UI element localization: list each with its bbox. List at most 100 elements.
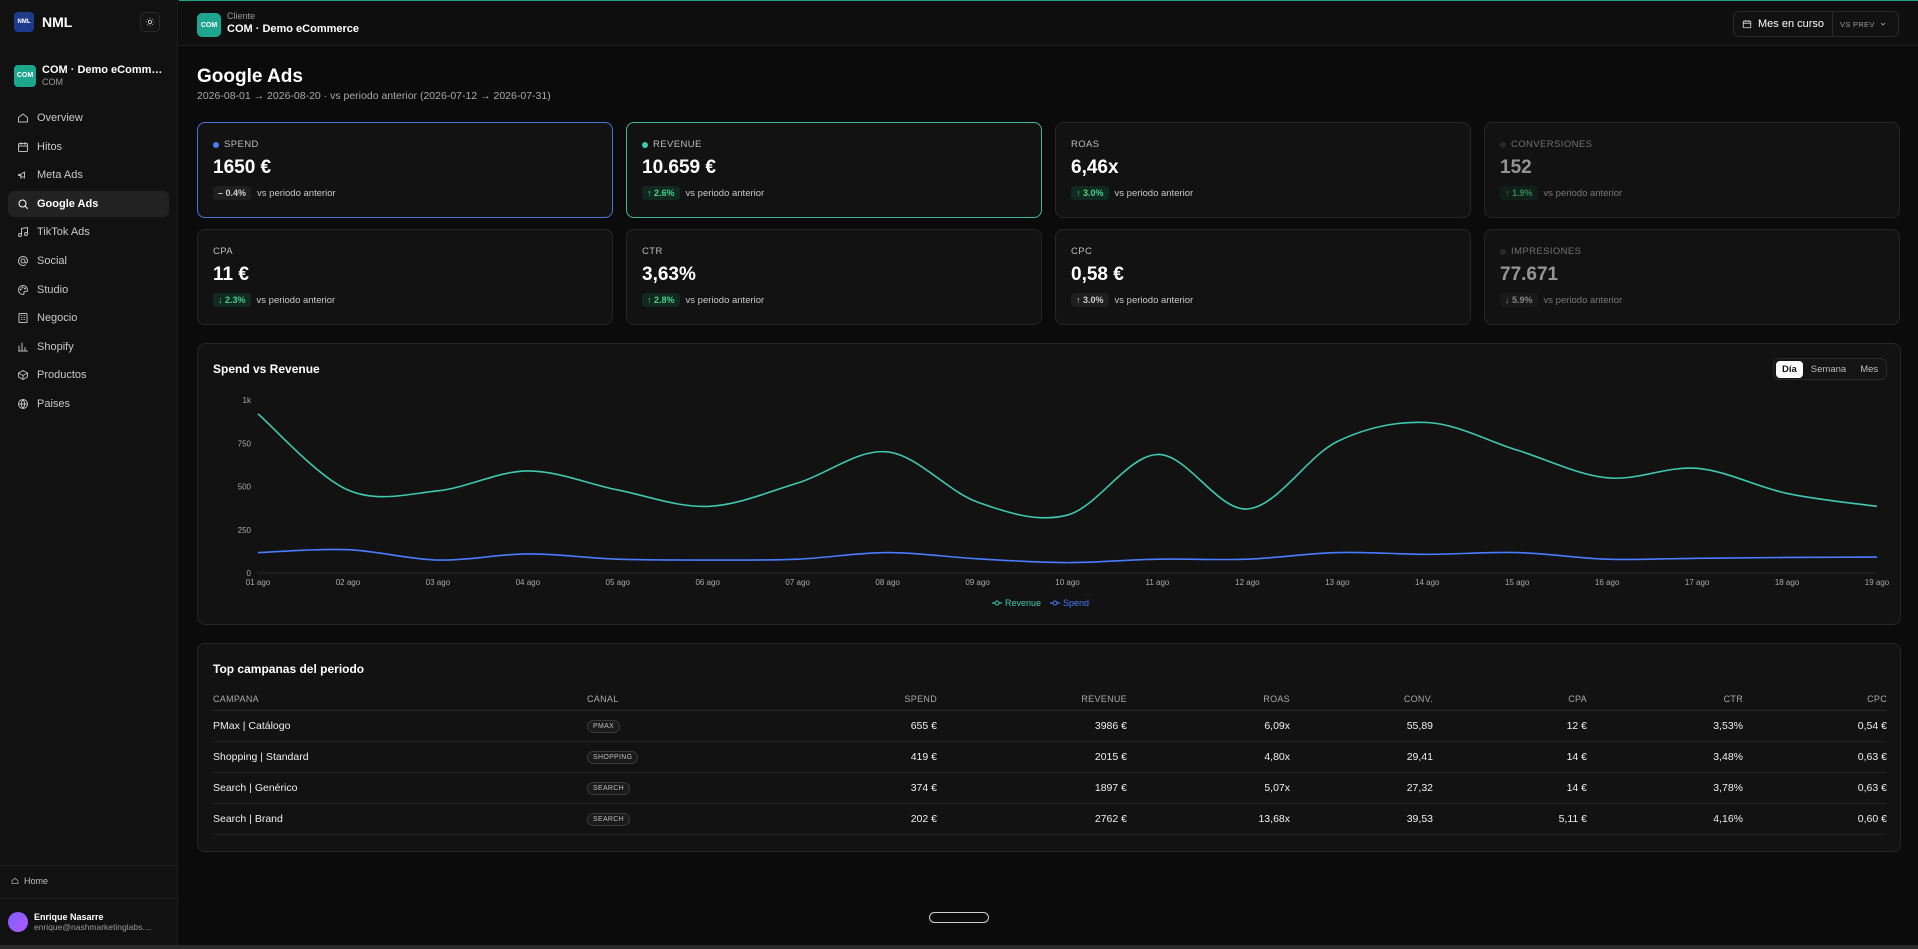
legend-marker — [994, 600, 1000, 606]
column-header-conv[interactable]: CONV. — [1403, 694, 1433, 704]
sidebar-item-negocio[interactable]: Negocio — [8, 305, 169, 331]
table-cell: 55,89 — [1406, 720, 1433, 732]
kpi-card-revenue[interactable]: REVENUE 10.659 € ↑ 2.6% vs periodo anteri… — [626, 122, 1042, 218]
chart-canvas: 0 250 500 750 1k 01 ago 02 ago 03 ago 04 ago 05 a… — [238, 396, 1890, 608]
divider — [0, 898, 178, 899]
kpi-comparison-text: vs periodo anterior — [1543, 187, 1623, 199]
x-tick-label: 02 ago — [336, 578, 361, 587]
x-tick-label: 16 ago — [1595, 578, 1620, 587]
kpi-delta-badge: ↑ 2.8% — [642, 293, 680, 307]
kpi-comparison-text: vs periodo anterior — [685, 187, 765, 199]
x-tick-label: 18 ago — [1775, 578, 1800, 587]
table-cell: 14 € — [1566, 751, 1587, 763]
home-icon — [11, 877, 19, 884]
compare-dropdown[interactable]: VS PREV — [1833, 20, 1894, 29]
table-row[interactable]: Shopping | Standard SHOPPING 419 € 2015 € 4,… — [213, 742, 1887, 773]
sidebar-home-link[interactable]: Home — [11, 876, 48, 886]
table-cell: 3,48% — [1713, 751, 1743, 763]
sidebar-item-label: Shopify — [37, 340, 74, 353]
table-cell: 2762 € — [1094, 813, 1127, 825]
column-header-ctr[interactable]: CTR — [1723, 694, 1743, 704]
kpi-value: 0,58 € — [1071, 264, 1124, 285]
sidebar-item-productos[interactable]: Productos — [8, 362, 169, 388]
table-header-row: CAMPANA CANAL SPEND REVENUE ROAS CONV. CPA CTR C… — [213, 688, 1887, 711]
kpi-comparison-text: vs periodo anterior — [256, 294, 336, 306]
series-dot — [1500, 141, 1506, 148]
kpi-label: CPA — [213, 246, 234, 257]
sidebar-item-google-ads[interactable]: Google Ads — [8, 190, 169, 217]
client-switcher[interactable]: COM COM · Demo eCommerce COM — [14, 64, 166, 87]
kpi-card-conversiones[interactable]: CONVERSIONES 152 ↑ 1.9% vs periodo anteri… — [1484, 122, 1900, 218]
sidebar-item-shopify[interactable]: Shopify — [8, 334, 169, 360]
granularity-toggle: Día Semana Mes — [1773, 358, 1888, 380]
client-label: Cliente — [227, 11, 256, 21]
column-header-cpc[interactable]: CPC — [1867, 694, 1887, 704]
sidebar-item-hitos[interactable]: Hitos — [8, 134, 169, 160]
sidebar-item-paises[interactable]: Paises — [8, 391, 169, 417]
campaign-name-cell: Search | Brand — [213, 813, 283, 825]
sidebar-item-label: Negocio — [37, 312, 78, 325]
box-icon — [18, 370, 28, 381]
granularity-day-button[interactable]: Día — [1776, 360, 1803, 378]
sidebar-item-social[interactable]: Social — [8, 248, 169, 274]
scroll-indicator[interactable] — [929, 912, 989, 923]
sidebar-item-label: Productos — [37, 369, 87, 382]
client-logo: COM — [197, 13, 221, 37]
user-email: enrique@nashmarketinglabs.... — [34, 922, 152, 932]
table-row[interactable]: PMax | Catálogo PMAX 655 € 3986 € 6,09x 55,89… — [213, 711, 1887, 742]
table-cell: 0,60 € — [1857, 813, 1887, 825]
column-header-campana[interactable]: CAMPANA — [213, 694, 259, 704]
campaign-name-cell: PMax | Catálogo — [213, 720, 291, 732]
channel-badge: PMAX — [587, 719, 621, 733]
kpi-delta-badge: ↓ 5.9% — [1500, 293, 1538, 307]
sidebar-item-overview[interactable]: Overview — [8, 105, 169, 131]
column-header-canal[interactable]: CANAL — [587, 694, 619, 704]
sidebar-item-label: Paises — [37, 397, 71, 410]
granularity-month-button[interactable]: Mes — [1860, 363, 1879, 375]
sidebar-item-label: Hitos — [37, 140, 63, 153]
sidebar-item-studio[interactable]: Studio — [8, 277, 169, 303]
kpi-card-spend[interactable]: SPEND 1650 € – 0.4% vs periodo anterior — [197, 122, 613, 218]
kpi-card-roas[interactable]: ROAS 6,46x ↑ 3.0% vs periodo anterior — [1055, 122, 1471, 218]
sidebar-item-tiktok-ads[interactable]: TikTok Ads — [8, 219, 169, 245]
period-selector[interactable]: Mes en curso VS PREV — [1733, 11, 1899, 37]
table-cell: 5,11 € — [1558, 813, 1587, 825]
campaign-name-cell: Search | Genérico — [213, 782, 298, 794]
kpi-card-impresiones[interactable]: IMPRESIONES 77.671 ↓ 5.9% vs periodo ante… — [1484, 229, 1900, 325]
kpi-card-cpa[interactable]: CPA 11 € ↓ 2.3% vs periodo anterior — [197, 229, 613, 325]
x-tick-label: 19 ago — [1865, 578, 1890, 587]
home-label: Home — [24, 876, 49, 886]
table-cell: 4,80x — [1264, 751, 1290, 763]
table-row[interactable]: Search | Genérico SEARCH 374 € 1897 € 5,07x 2… — [213, 773, 1887, 804]
kpi-card-ctr[interactable]: CTR 3,63% ↑ 2.8% vs periodo anterior — [626, 229, 1042, 325]
sidebar-item-meta-ads[interactable]: Meta Ads — [8, 162, 169, 188]
table-cell: 3,78% — [1713, 782, 1743, 794]
granularity-week-button[interactable]: Semana — [1810, 363, 1847, 375]
column-header-spend[interactable]: SPEND — [904, 694, 937, 704]
table-cell: 4,16% — [1713, 813, 1743, 825]
kpi-comparison-text: vs periodo anterior — [257, 187, 336, 199]
table-cell: 3,53% — [1713, 720, 1743, 732]
theme-toggle-button[interactable] — [140, 12, 160, 32]
x-tick-label: 05 ago — [606, 578, 631, 587]
column-header-revenue[interactable]: REVENUE — [1081, 694, 1127, 704]
kpi-comparison-text: vs periodo anterior — [1114, 294, 1194, 306]
period-dropdown[interactable]: Mes en curso — [1734, 12, 1834, 36]
table-cell: 12 € — [1566, 720, 1587, 732]
x-tick-label: 03 ago — [426, 578, 451, 587]
calendar-icon — [18, 141, 28, 152]
column-header-roas[interactable]: ROAS — [1263, 694, 1290, 704]
table-cell: 2015 € — [1094, 751, 1127, 763]
x-tick-label: 11 ago — [1146, 578, 1170, 587]
period-label: Mes en curso — [1758, 18, 1825, 30]
user-menu[interactable]: Enrique Nasarre enrique@nashmarketinglab… — [8, 912, 166, 932]
kpi-label: ROAS — [1071, 139, 1100, 150]
table-cell: 419 € — [910, 751, 937, 763]
table-cell: 13,68x — [1258, 813, 1290, 825]
kpi-card-cpc[interactable]: CPC 0,58 € ↑ 3.0% vs periodo anterior — [1055, 229, 1471, 325]
column-header-cpa[interactable]: CPA — [1568, 694, 1587, 704]
brand[interactable]: NML NML — [14, 12, 72, 32]
legend-label: Revenue — [1005, 598, 1041, 608]
search-icon — [18, 199, 28, 209]
table-row[interactable]: Search | Brand SEARCH 202 € 2762 € 13,68x 39,… — [213, 804, 1887, 835]
